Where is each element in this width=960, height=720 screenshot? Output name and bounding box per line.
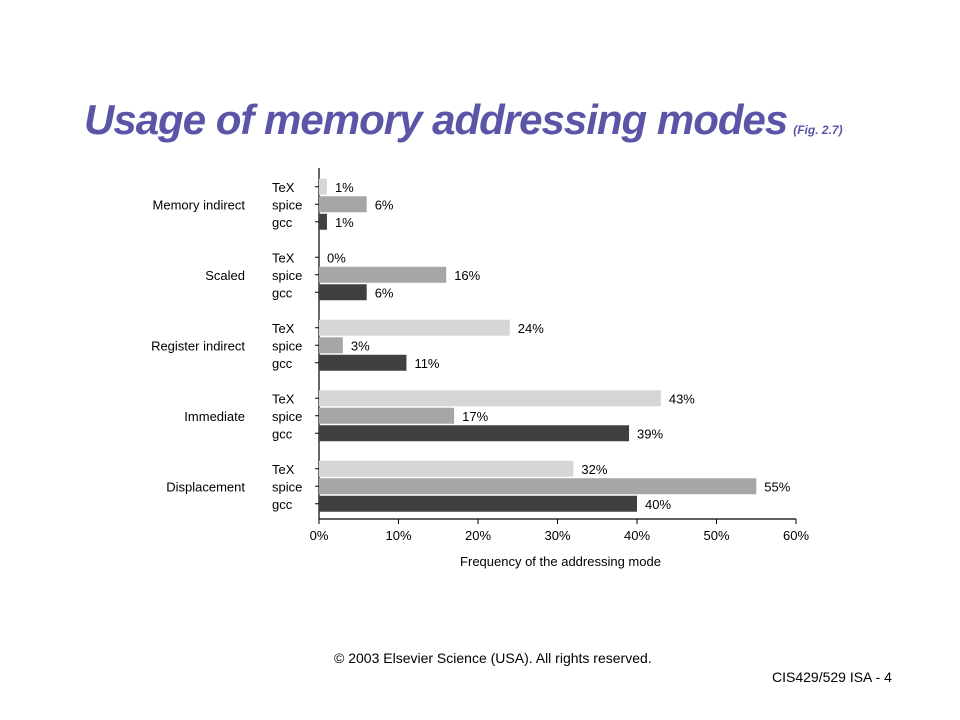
- category-label-scaled: Scaled: [205, 268, 245, 283]
- bar-memory-indirect-tex: [319, 178, 327, 195]
- value-label: 55%: [764, 479, 790, 494]
- value-label: 16%: [454, 268, 480, 283]
- series-label-spice: spice: [272, 338, 302, 353]
- slide-title: Usage of memory addressing modes (Fig. 2.…: [84, 96, 843, 144]
- category-label-memory-indirect: Memory indirect: [153, 197, 246, 212]
- value-label: 40%: [645, 497, 671, 512]
- value-label: 1%: [335, 180, 354, 195]
- bar-memory-indirect-spice: [319, 196, 367, 213]
- series-label-tex: TeX: [272, 180, 295, 195]
- bar-register-indirect-tex: [319, 319, 510, 336]
- series-label-gcc: gcc: [272, 426, 293, 441]
- bar-scaled-spice: [319, 266, 447, 283]
- category-label-immediate: Immediate: [184, 409, 245, 424]
- category-label-register-indirect: Register indirect: [151, 338, 245, 353]
- bar-register-indirect-spice: [319, 337, 343, 354]
- slide-footer: CIS429/529 ISA - 4: [772, 669, 892, 685]
- series-label-spice: spice: [272, 479, 302, 494]
- series-label-spice: spice: [272, 268, 302, 283]
- series-label-spice: spice: [272, 409, 302, 424]
- x-tick-label: 20%: [465, 528, 491, 543]
- series-label-gcc: gcc: [272, 215, 293, 230]
- value-label: 0%: [327, 250, 346, 265]
- value-label: 1%: [335, 215, 354, 230]
- bar-memory-indirect-gcc: [319, 213, 327, 230]
- series-label-gcc: gcc: [272, 356, 293, 371]
- copyright-notice: © 2003 Elsevier Science (USA). All right…: [334, 650, 652, 666]
- series-label-spice: spice: [272, 197, 302, 212]
- value-label: 6%: [375, 197, 394, 212]
- bar-register-indirect-gcc: [319, 354, 407, 371]
- series-label-tex: TeX: [272, 391, 295, 406]
- series-label-tex: TeX: [272, 462, 295, 477]
- figure-reference: (Fig. 2.7): [793, 123, 843, 137]
- value-label: 11%: [414, 356, 439, 371]
- series-label-tex: TeX: [272, 250, 295, 265]
- value-label: 6%: [375, 285, 394, 300]
- x-tick-label: 30%: [544, 528, 570, 543]
- bar-displacement-gcc: [319, 495, 637, 512]
- x-tick-label: 0%: [310, 528, 329, 543]
- bar-displacement-spice: [319, 478, 757, 495]
- x-tick-label: 10%: [385, 528, 411, 543]
- x-axis-label: Frequency of the addressing mode: [460, 554, 661, 569]
- title-text: Usage of memory addressing modes: [84, 96, 788, 143]
- bar-immediate-tex: [319, 390, 661, 407]
- bar-immediate-spice: [319, 407, 455, 424]
- value-label: 24%: [518, 321, 544, 336]
- value-label: 43%: [669, 391, 695, 406]
- x-tick-label: 60%: [783, 528, 809, 543]
- value-label: 32%: [581, 462, 607, 477]
- bar-displacement-tex: [319, 460, 574, 477]
- value-label: 3%: [351, 338, 370, 353]
- value-label: 17%: [462, 409, 488, 424]
- value-label: 39%: [637, 426, 663, 441]
- x-tick-label: 50%: [703, 528, 729, 543]
- series-label-tex: TeX: [272, 321, 295, 336]
- series-label-gcc: gcc: [272, 285, 293, 300]
- bar-scaled-gcc: [319, 284, 367, 301]
- series-label-gcc: gcc: [272, 497, 293, 512]
- bar-immediate-gcc: [319, 425, 630, 442]
- x-tick-label: 40%: [624, 528, 650, 543]
- category-label-displacement: Displacement: [166, 479, 245, 494]
